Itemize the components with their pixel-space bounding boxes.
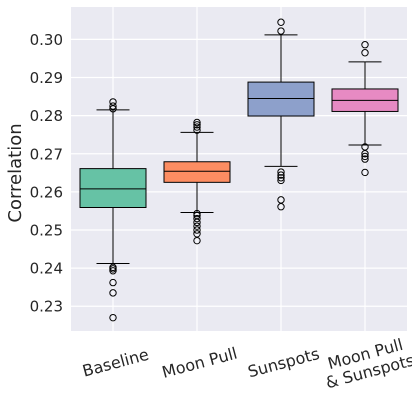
y-tick-label: 0.23 xyxy=(30,298,63,316)
x-tick-label-line: Moon Pull xyxy=(160,344,239,382)
outlier-point xyxy=(193,118,201,127)
y-tick-label: 0.27 xyxy=(30,145,63,163)
box xyxy=(163,161,231,183)
outlier-point xyxy=(109,267,117,275)
y-tick-label: 0.26 xyxy=(30,183,63,201)
boxes xyxy=(79,18,399,322)
box xyxy=(247,81,315,117)
x-tick-labels: Baseline Moon Pull Sunspots Moon Pull& Suns… xyxy=(80,333,412,392)
x-tick-label: Baseline xyxy=(80,345,150,381)
y-tick-label: 0.24 xyxy=(30,260,63,278)
y-tick-label: 0.28 xyxy=(30,107,63,125)
outlier-point xyxy=(193,214,201,223)
outlier-point xyxy=(277,27,285,35)
outlier-point xyxy=(109,98,117,106)
outlier-point xyxy=(277,171,285,179)
outlier-point xyxy=(277,176,285,185)
x-tick-label: Moon Pull& Sunspots xyxy=(319,333,412,392)
outlier-point xyxy=(361,155,369,163)
outlier-point xyxy=(361,152,369,161)
x-tick-label: Sunspots xyxy=(246,344,322,381)
y-tick-labels: 0.23 0.24 0.25 0.26 0.27 0.28 0.29 0.30 xyxy=(30,31,63,316)
box-group xyxy=(79,98,147,322)
outlier-point xyxy=(277,196,285,204)
y-tick-label: 0.30 xyxy=(30,31,63,49)
outlier-point xyxy=(193,222,201,230)
box-group xyxy=(247,18,315,211)
outlier-point xyxy=(193,126,201,134)
outlier-point xyxy=(193,121,201,129)
box-group xyxy=(331,41,399,177)
outlier-point xyxy=(277,168,285,176)
outlier-point xyxy=(193,123,201,131)
outlier-point xyxy=(277,18,285,26)
box xyxy=(79,168,147,208)
y-tick-label: 0.29 xyxy=(30,69,63,87)
outlier-point xyxy=(361,143,369,151)
outlier-point xyxy=(109,313,117,322)
x-tick-label-line: Baseline xyxy=(80,345,150,381)
y-axis-label: Correlation xyxy=(5,123,26,222)
outlier-point xyxy=(193,230,201,238)
outlier-point xyxy=(109,278,117,287)
outlier-point xyxy=(193,211,201,220)
box-group xyxy=(163,118,231,245)
outlier-point xyxy=(193,209,201,218)
outlier-point xyxy=(109,263,117,272)
outlier-point xyxy=(361,41,369,49)
outlier-point xyxy=(109,289,117,297)
outlier-point xyxy=(361,168,369,177)
y-tick-label: 0.25 xyxy=(30,221,63,239)
outlier-point xyxy=(277,174,285,182)
x-tick-label: Moon Pull xyxy=(160,344,239,382)
outlier-point xyxy=(109,102,117,110)
outlier-point xyxy=(361,49,369,57)
x-tick-label-line: Sunspots xyxy=(246,344,322,381)
outlier-point xyxy=(193,226,201,234)
